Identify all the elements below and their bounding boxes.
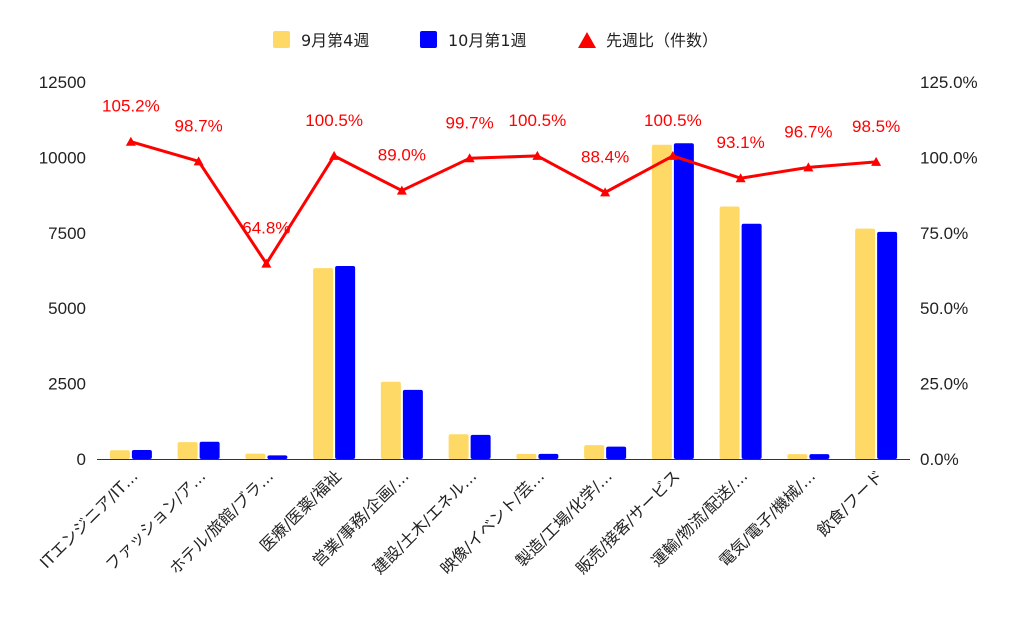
bar-0-1 [177, 442, 198, 459]
y-right-tick: 125.0% [920, 73, 978, 92]
legend-marker-2 [578, 32, 596, 48]
bar-0-9 [719, 206, 740, 459]
ratio-point-6 [532, 150, 543, 160]
legend-swatch-1 [420, 31, 437, 48]
bar-0-5 [448, 434, 469, 459]
bar-1-7 [606, 446, 627, 459]
ratio-point-2 [261, 258, 272, 268]
y-right-tick: 100.0% [920, 148, 978, 167]
y-left-tick: 7500 [48, 224, 86, 243]
bar-1-11 [877, 231, 898, 459]
bar-0-3 [313, 268, 334, 459]
category-label-11: 飲食/フード [813, 466, 887, 540]
ratio-label-1: 98.7% [175, 116, 223, 135]
bar-1-2 [267, 455, 288, 459]
ratio-point-8 [667, 150, 678, 160]
ratio-point-11 [871, 156, 882, 166]
ratio-point-7 [600, 187, 611, 197]
ratio-label-7: 88.4% [581, 147, 629, 166]
bar-0-8 [651, 144, 672, 460]
ratio-label-8: 100.5% [644, 111, 702, 130]
y-right-tick: 25.0% [920, 375, 968, 394]
y-left-tick: 12500 [39, 73, 86, 92]
y-right-tick: 75.0% [920, 224, 968, 243]
ratio-label-6: 100.5% [509, 111, 567, 130]
y-right-tick: 0.0% [920, 450, 959, 469]
bar-0-4 [380, 381, 401, 459]
bar-0-11 [855, 228, 876, 459]
ratio-point-4 [396, 185, 407, 195]
ratio-line [130, 140, 877, 266]
bar-1-6 [538, 453, 559, 459]
y-left-tick: 0 [77, 450, 86, 469]
bar-0-6 [516, 453, 537, 459]
y-right-tick: 50.0% [920, 299, 968, 318]
ratio-point-3 [329, 150, 340, 160]
ratio-label-9: 93.1% [717, 133, 765, 152]
bar-0-10 [787, 454, 808, 459]
legend-label-0: 9月第4週 [301, 31, 369, 50]
bar-1-0 [131, 449, 152, 459]
legend-label-2: 先週比（件数） [606, 31, 718, 50]
ratio-point-5 [464, 153, 475, 163]
ratio-label-11: 98.5% [852, 117, 900, 136]
y-left-tick: 5000 [48, 299, 86, 318]
bar-0-7 [584, 445, 605, 459]
bar-1-8 [673, 143, 694, 459]
bar-1-3 [335, 265, 356, 459]
bar-1-5 [470, 434, 491, 459]
bar-0-2 [245, 453, 266, 459]
ratio-point-0 [125, 136, 136, 146]
legend-label-1: 10月第1週 [448, 31, 527, 50]
ratio-label-10: 96.7% [784, 122, 832, 141]
ratio-label-0: 105.2% [102, 97, 160, 116]
bar-1-4 [402, 389, 423, 459]
ratio-label-3: 100.5% [305, 111, 363, 130]
ratio-label-2: 64.8% [242, 219, 290, 238]
ratio-point-1 [193, 156, 204, 166]
y-left-tick: 2500 [48, 375, 86, 394]
bar-1-10 [809, 454, 830, 459]
ratio-point-9 [735, 173, 746, 183]
y-left-tick: 10000 [39, 148, 86, 167]
bar-1-9 [741, 223, 762, 459]
ratio-label-5: 99.7% [446, 113, 494, 132]
ratio-point-10 [803, 162, 814, 172]
legend-swatch-0 [273, 31, 290, 48]
ratio-label-4: 89.0% [378, 146, 426, 165]
bar-0-0 [109, 450, 130, 459]
bar-1-1 [199, 441, 220, 459]
